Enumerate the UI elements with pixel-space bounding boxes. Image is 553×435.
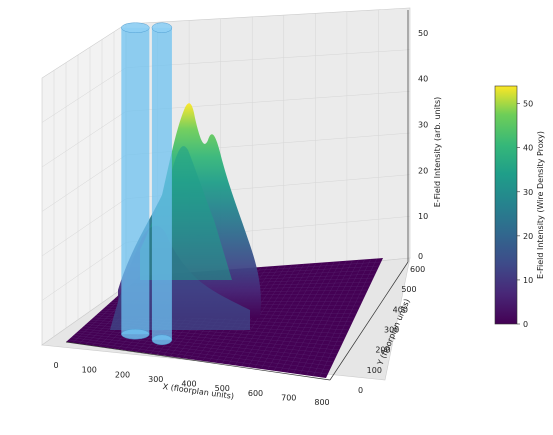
y-tick-label: 400: [393, 305, 408, 314]
x-tick-label: 0: [53, 361, 58, 370]
x-tick-label: 600: [248, 389, 263, 398]
y-ticks: 0 100 200 300 400 500 600: [358, 265, 425, 395]
x-tick-label: 300: [148, 375, 163, 384]
x-tick-label: 800: [314, 398, 329, 407]
y-tick-label: 300: [384, 326, 399, 335]
cylinder-top: [121, 22, 150, 33]
z-axis-label: E-Field Intensity (arb. units): [433, 97, 442, 208]
colorbar-tick-label: 0: [523, 320, 528, 329]
colorbar-tick-label: 20: [523, 232, 533, 241]
mesh-line: [68, 339, 328, 375]
x-tick-label: 700: [281, 393, 296, 402]
cylinder-base: [121, 328, 150, 340]
axis-lines: [65, 10, 409, 381]
z-ticks: 0 10 20 30 40 50: [418, 29, 428, 261]
y-tick-label: 500: [401, 285, 416, 294]
colorbar-tick-label: 10: [523, 276, 533, 285]
cylinder-body: [121, 27, 150, 335]
x-ticks: 0 100 200 300 400 500 600 700 800: [53, 361, 329, 407]
mesh-line: [73, 335, 332, 367]
mesh-line: [70, 337, 330, 371]
colorbar-label: E-Field Intensity (Wire Density Proxy): [536, 131, 545, 279]
colorbar-tick-label: 30: [523, 188, 533, 197]
colorbar-tick-label: 40: [523, 144, 533, 153]
y-tick-label: 200: [375, 346, 390, 355]
cylinders: [121, 22, 173, 346]
cylinder-body: [151, 27, 172, 340]
x-tick-label: 200: [115, 370, 130, 379]
y-tick-label: 0: [358, 386, 363, 395]
z-tick-label: 10: [418, 212, 428, 221]
cylinder-base: [151, 334, 173, 346]
mesh-line: [78, 330, 336, 359]
z-tick-label: 20: [418, 166, 428, 175]
z-tick-label: 50: [418, 29, 428, 38]
z-tick-label: 0: [418, 252, 423, 261]
cylinder-top: [151, 22, 173, 33]
y-tick-label: 600: [410, 265, 425, 274]
x-tick-label: 500: [215, 384, 230, 393]
z-tick-label: 30: [418, 121, 428, 130]
cylinder-2: [151, 22, 173, 346]
x-tick-label: 400: [181, 380, 196, 389]
colorbar: [494, 85, 518, 325]
mesh-line: [75, 333, 334, 363]
colorbar-ticks: 0 10 20 30 40 50: [517, 100, 533, 329]
cylinder-1: [121, 22, 150, 340]
y-tick-label: 100: [367, 366, 382, 375]
colorbar-tick-label: 50: [523, 100, 533, 109]
x-tick-label: 100: [82, 366, 97, 375]
z-tick-label: 40: [418, 75, 428, 84]
